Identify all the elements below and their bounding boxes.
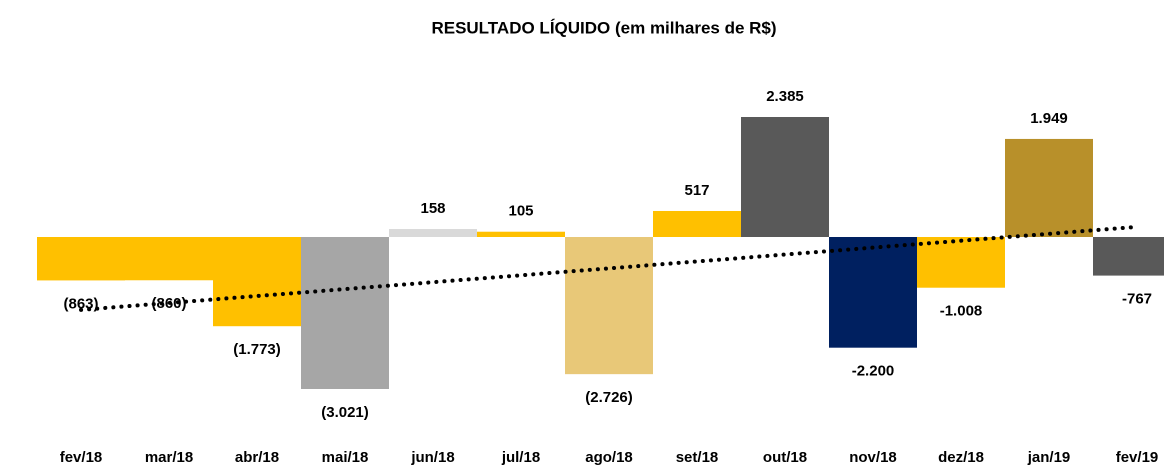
x-tick-label: mar/18 bbox=[145, 449, 193, 466]
data-label: -767 bbox=[1122, 291, 1152, 308]
x-tick-label: abr/18 bbox=[235, 449, 279, 466]
x-tick-label: ago/18 bbox=[585, 449, 633, 466]
x-tick-label: mai/18 bbox=[322, 449, 369, 466]
bar bbox=[1005, 138, 1093, 237]
data-label: -1.008 bbox=[940, 303, 983, 320]
bar bbox=[389, 229, 477, 237]
x-tick-label: fev/19 bbox=[1116, 449, 1159, 466]
bar bbox=[213, 237, 301, 327]
bar bbox=[477, 231, 565, 237]
data-label: 158 bbox=[420, 200, 445, 217]
bar bbox=[125, 237, 213, 281]
x-tick-label: out/18 bbox=[763, 449, 807, 466]
bar bbox=[829, 237, 917, 348]
x-tick-label: set/18 bbox=[676, 449, 719, 466]
x-tick-label: jul/18 bbox=[501, 449, 540, 466]
x-tick-label: nov/18 bbox=[849, 449, 897, 466]
data-label: 2.385 bbox=[766, 88, 804, 105]
bar bbox=[741, 117, 829, 237]
trendline bbox=[79, 224, 1139, 312]
data-label: -2.200 bbox=[852, 363, 895, 380]
bar bbox=[37, 237, 125, 281]
bar bbox=[565, 237, 653, 375]
data-label: (1.773) bbox=[233, 341, 281, 358]
x-tick-label: jun/18 bbox=[410, 449, 454, 466]
bar bbox=[301, 237, 389, 389]
x-tick-label: jan/19 bbox=[1027, 449, 1071, 466]
x-tick-label: dez/18 bbox=[938, 449, 984, 466]
data-label: (3.021) bbox=[321, 404, 369, 421]
data-label: 1.949 bbox=[1030, 110, 1068, 127]
bar bbox=[653, 210, 741, 237]
data-label: 105 bbox=[508, 203, 533, 220]
data-label: (2.726) bbox=[585, 389, 633, 406]
chart-title: RESULTADO LÍQUIDO (em milhares de R$) bbox=[431, 18, 776, 37]
bar bbox=[917, 237, 1005, 288]
data-label: 517 bbox=[684, 182, 709, 199]
x-tick-label: fev/18 bbox=[60, 449, 103, 466]
bar bbox=[1093, 237, 1164, 276]
